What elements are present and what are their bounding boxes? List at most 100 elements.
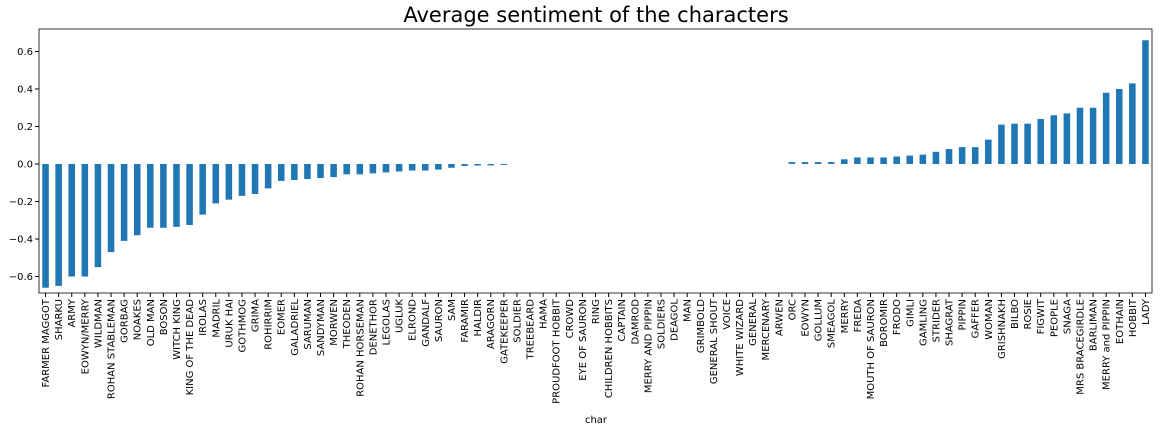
x-tick-label: THEODEN — [342, 299, 353, 349]
x-tick-label: GRIMBOLD — [696, 299, 707, 353]
x-tick-label: BARLIMAN — [1089, 299, 1100, 351]
x-tick-label: PIPPIN — [958, 299, 969, 330]
x-tick-label: GENERAL — [748, 299, 759, 346]
bar — [971, 147, 979, 164]
x-tick-label: LADY — [1141, 298, 1152, 325]
x-tick-label: WITCH KING — [172, 299, 183, 360]
x-tick-label: BILBO — [1010, 299, 1021, 329]
x-tick-label: MRS BRACEGIRDLE — [1075, 299, 1086, 395]
x-tick-label: DEAGOL — [670, 299, 681, 341]
bar — [94, 164, 102, 268]
x-tick-label: OLD MAN — [146, 299, 157, 346]
x-tick-label: ROHAN HORSEMAN — [355, 299, 366, 397]
bar — [1076, 107, 1084, 164]
y-tick-label: −0.2 — [9, 197, 33, 208]
bar — [448, 164, 455, 168]
x-tick-label: HALDIR — [473, 299, 484, 337]
y-tick-label: 0.0 — [17, 160, 33, 171]
bar — [107, 164, 115, 253]
x-tick-label: HOBBIT — [1128, 298, 1139, 337]
bar — [998, 124, 1005, 164]
x-tick-label: SHARKU — [54, 299, 65, 340]
x-tick-label: ELROND — [408, 299, 419, 341]
x-tick-label: ORC — [787, 299, 798, 320]
bar — [238, 164, 246, 196]
x-tick-label: WOMAN — [984, 299, 995, 340]
bar — [225, 164, 233, 200]
bar — [1102, 92, 1110, 164]
x-tick-label: LEGOLAS — [381, 299, 392, 346]
bar — [814, 162, 822, 164]
x-tick-label: EOWYN — [801, 299, 812, 337]
x-tick-label: EOMER — [277, 299, 288, 335]
bar — [147, 164, 154, 228]
chart-title: Average sentiment of the characters — [403, 3, 788, 27]
bar — [487, 164, 495, 166]
x-tick-label: SAURON — [434, 299, 445, 342]
bar — [369, 164, 377, 174]
x-tick-label: VOICE — [722, 299, 733, 330]
bar — [133, 164, 141, 236]
bar — [408, 164, 416, 171]
x-tick-label: EOWYN/MERRY — [80, 298, 91, 374]
x-tick-label: CHILDREN HOBBITS — [604, 299, 615, 398]
x-tick-label: MADRIL — [211, 299, 222, 338]
x-tick-label: SOLDIERS — [656, 299, 667, 349]
bar — [291, 164, 298, 180]
x-tick-label: MERRY AND PIPPIN — [643, 299, 654, 393]
y-tick-label: −0.6 — [9, 272, 33, 283]
bar — [422, 164, 429, 171]
x-tick-label: FARAMIR — [460, 299, 471, 343]
bar — [173, 164, 180, 227]
x-tick-label: SANDYMAN — [316, 299, 327, 356]
bar — [160, 164, 167, 228]
x-tick-label: URUK HAI — [224, 299, 235, 348]
x-tick-label: HAMA — [539, 299, 550, 329]
x-tick-label: MERRY and PIPPIN — [1102, 299, 1113, 390]
bar — [474, 164, 481, 166]
x-tick-label: UGLUK — [395, 299, 406, 333]
y-tick-label: 0.6 — [17, 47, 33, 58]
bar — [906, 155, 914, 164]
x-tick-label: DENETHOR — [368, 299, 379, 355]
x-tick-label: ARWEN — [774, 299, 785, 336]
x-tick-label: GANDALF — [421, 299, 432, 347]
x-tick-label: GIMLI — [905, 299, 916, 327]
x-tick-label: SHAGRAT — [945, 298, 956, 346]
bar — [304, 164, 311, 179]
x-tick-label: RING — [591, 299, 602, 324]
bar — [1037, 119, 1044, 164]
x-tick-label: GENERAL SHOUT — [709, 298, 720, 384]
bar — [68, 164, 76, 277]
x-tick-label: PROUDFOOT HOBBIT — [552, 298, 563, 404]
bar — [841, 159, 848, 164]
bar — [317, 164, 324, 179]
x-tick-label: FARMER MAGGOT — [41, 298, 52, 387]
bar — [932, 151, 940, 164]
x-tick-label: MERCENARY — [761, 298, 772, 360]
x-tick-label: WILDMAN — [93, 299, 104, 348]
bar — [395, 164, 403, 172]
bar — [827, 162, 835, 164]
bar — [1142, 40, 1149, 164]
y-tick-label: 0.4 — [17, 85, 33, 96]
bar — [880, 157, 887, 164]
x-tick-label: FREDA — [853, 299, 864, 333]
x-tick-label: FIGWIT — [1036, 298, 1047, 334]
bar — [343, 164, 350, 175]
x-tick-label: IROLAS — [198, 299, 209, 336]
bar — [42, 164, 49, 288]
bar — [1129, 83, 1136, 164]
x-tick-label: CROWD — [565, 299, 576, 339]
bar — [893, 156, 900, 164]
bar — [356, 164, 364, 175]
bar — [801, 162, 809, 164]
bar — [1024, 123, 1031, 164]
bar — [186, 164, 193, 225]
x-tick-label: GOLLUM — [814, 299, 825, 341]
bar — [958, 147, 966, 164]
x-tick-label: SARUMAN — [303, 299, 314, 350]
x-tick-label: EYE OF SAURON — [578, 299, 589, 381]
bar — [1115, 89, 1123, 164]
